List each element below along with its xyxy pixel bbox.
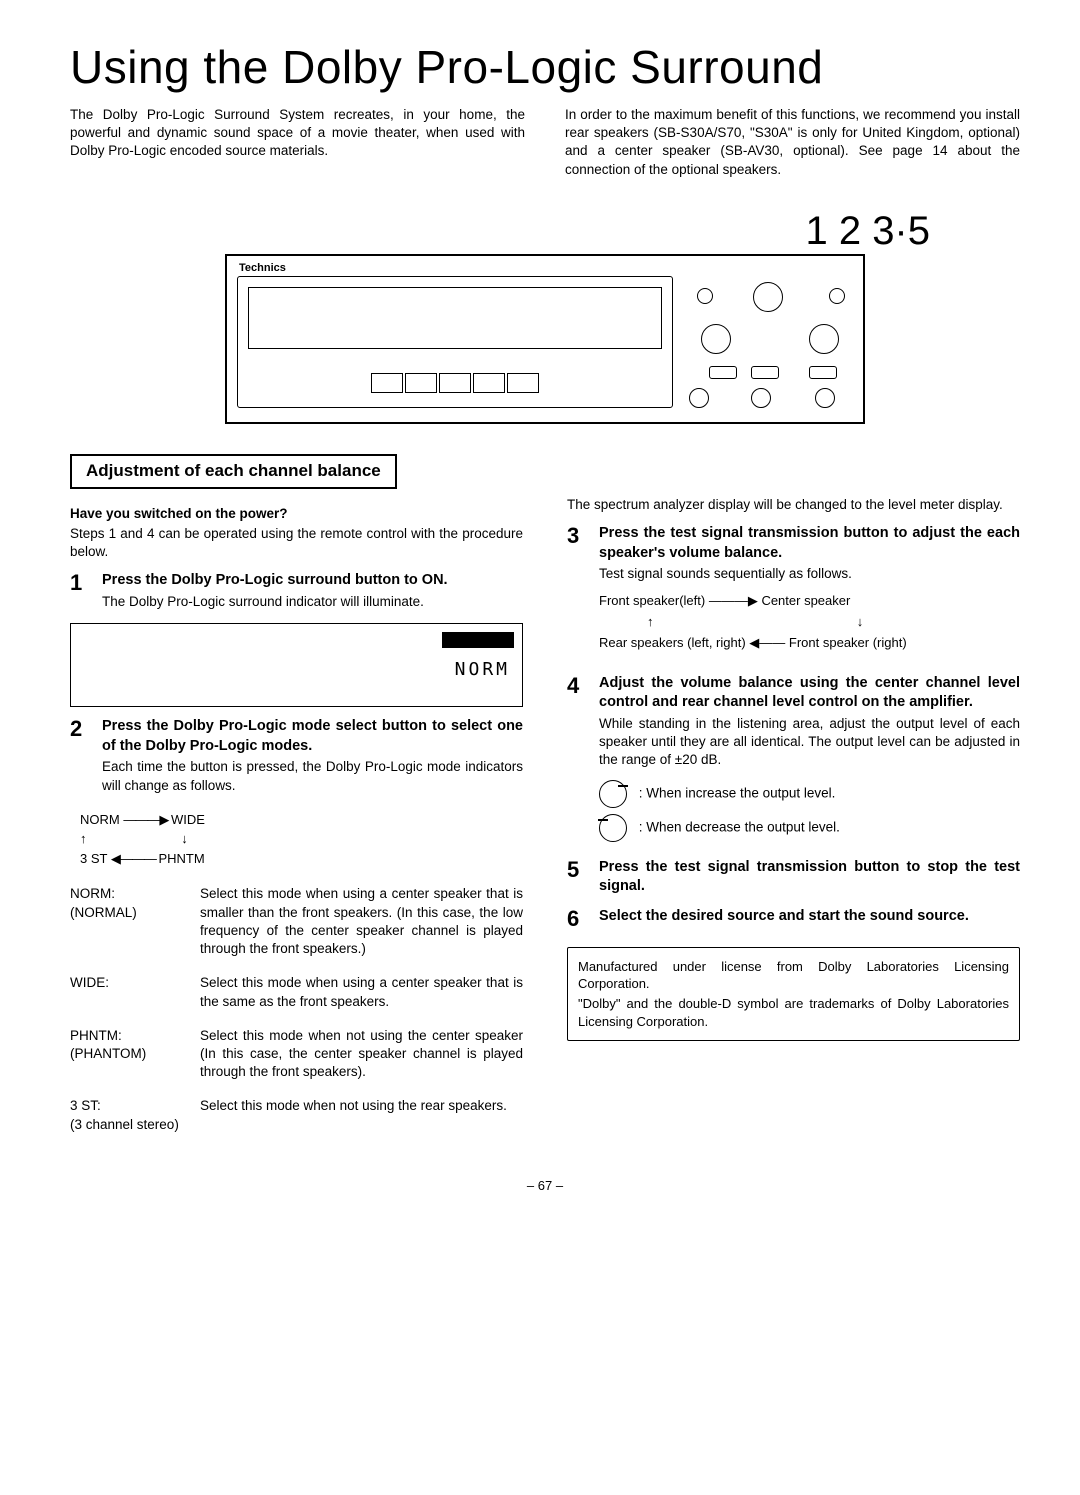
- button-icon: [751, 366, 779, 379]
- mode-row: NORM: (NORMAL) Select this mode when usi…: [70, 885, 523, 958]
- stereo-brand-label: Technics: [239, 262, 286, 274]
- step-2: 2 Press the Dolby Pro-Logic mode select …: [70, 717, 523, 797]
- mode-label-sub: (3 channel stereo): [70, 1116, 180, 1134]
- volume-increase-label: : When increase the output level.: [639, 785, 836, 800]
- mode-label: WIDE:: [70, 974, 180, 992]
- intro-left: The Dolby Pro-Logic Surround System recr…: [70, 106, 525, 179]
- left-column: Adjustment of each channel balance Have …: [70, 454, 523, 1150]
- spectrum-analyzer-diagram: NORM: [70, 623, 523, 707]
- step-3: 3 Press the test signal transmission but…: [567, 524, 1020, 664]
- stereo-diagram: Technics: [225, 254, 865, 424]
- signal-node: Rear speakers (left, right): [599, 635, 746, 650]
- volume-decrease-label: : When decrease the output level.: [639, 819, 840, 834]
- mode-flow-diagram: NORM WIDE ↑ ↓ 3 ST PHNTM: [80, 811, 523, 868]
- mode-row: PHNTM: (PHANTOM) Select this mode when n…: [70, 1027, 523, 1082]
- knob-icon: [809, 324, 839, 354]
- arrow-up-icon: ↑: [647, 614, 654, 629]
- license-box: Manufactured under license from Dolby La…: [567, 947, 1020, 1041]
- signal-flow-diagram: Front speaker(left) ———▶ Center speaker …: [599, 591, 1020, 653]
- arrow-right-icon: [123, 812, 171, 827]
- stereo-display-slot: [248, 287, 662, 349]
- step-number: 6: [567, 907, 587, 931]
- step2-sub: Each time the button is pressed, the Dol…: [102, 758, 523, 794]
- flow-node-3st: 3 ST: [80, 851, 107, 866]
- mode-label: 3 ST:: [70, 1097, 180, 1115]
- step-number: 1: [70, 571, 90, 613]
- button-icon: [709, 366, 737, 379]
- license-line: "Dolby" and the double-D symbol are trad…: [578, 995, 1009, 1030]
- knob-icon: [751, 388, 771, 408]
- signal-node: Front speaker(left): [599, 593, 705, 608]
- mode-desc: Select this mode when not using the rear…: [200, 1097, 523, 1133]
- flow-node-wide: WIDE: [171, 812, 205, 827]
- mode-label: PHNTM:: [70, 1027, 180, 1045]
- page-title: Using the Dolby Pro-Logic Surround: [70, 40, 1020, 94]
- mode-label-sub: (NORMAL): [70, 904, 180, 922]
- step-6: 6 Select the desired source and start th…: [567, 907, 1020, 931]
- page-number: – 67 –: [70, 1178, 1020, 1193]
- section-heading-box: Adjustment of each channel balance: [70, 454, 397, 489]
- arrow-down-icon: ↓: [857, 614, 864, 629]
- arrow-down-icon: ↓: [181, 830, 191, 848]
- step-4: 4 Adjust the volume balance using the ce…: [567, 674, 1020, 848]
- knob-icon: [701, 324, 731, 354]
- power-question: Have you switched on the power?: [70, 505, 523, 523]
- spectrum-note: The spectrum analyzer display will be ch…: [567, 496, 1020, 514]
- volume-knob-ccw-icon: [599, 814, 627, 842]
- knob-icon: [689, 388, 709, 408]
- dolby-badge-icon: [442, 632, 514, 648]
- mode-row: 3 ST: (3 channel stereo) Select this mod…: [70, 1097, 523, 1133]
- step1-title: Press the Dolby Pro-Logic surround butto…: [102, 571, 523, 591]
- arrow-up-icon: ↑: [80, 830, 90, 848]
- mode-desc: Select this mode when not using the cent…: [200, 1027, 523, 1082]
- mode-desc: Select this mode when using a center spe…: [200, 885, 523, 958]
- step3-sub: Test signal sounds sequentially as follo…: [599, 565, 1020, 583]
- knob-icon: [815, 388, 835, 408]
- stereo-knob-panel: [679, 286, 849, 410]
- mode-desc: Select this mode when using a center spe…: [200, 974, 523, 1010]
- diagram-callout-numbers: 1 2 3·5: [70, 209, 1020, 254]
- arrow-left-icon: ◀——: [749, 635, 789, 650]
- volume-knob-cw-icon: [599, 780, 627, 808]
- mode-descriptions: NORM: (NORMAL) Select this mode when usi…: [70, 885, 523, 1133]
- power-note: Steps 1 and 4 can be operated using the …: [70, 525, 523, 561]
- knob-icon: [753, 282, 783, 312]
- analyzer-mode-text: NORM: [455, 658, 510, 682]
- mode-label-sub: (PHANTOM): [70, 1045, 180, 1063]
- step1-sub: The Dolby Pro-Logic surround indicator w…: [102, 593, 523, 611]
- signal-node: Front speaker (right): [789, 635, 907, 650]
- button-icon: [809, 366, 837, 379]
- arrow-right-icon: ———▶: [709, 593, 762, 608]
- signal-node: Center speaker: [761, 593, 850, 608]
- flow-node-norm: NORM: [80, 812, 120, 827]
- step4-title: Adjust the volume balance using the cent…: [599, 674, 1020, 713]
- step-number: 2: [70, 717, 90, 797]
- intro-columns: The Dolby Pro-Logic Surround System recr…: [70, 106, 1020, 179]
- step6-title: Select the desired source and start the …: [599, 907, 1020, 927]
- mode-row: WIDE: Select this mode when using a cent…: [70, 974, 523, 1010]
- stereo-display-panel: [237, 276, 673, 408]
- step3-title: Press the test signal transmission butto…: [599, 524, 1020, 563]
- stereo-button-row: [238, 373, 672, 393]
- mode-label: NORM:: [70, 885, 180, 903]
- step-number: 5: [567, 858, 587, 897]
- step-1: 1 Press the Dolby Pro-Logic surround but…: [70, 571, 523, 613]
- flow-node-phntm: PHNTM: [158, 851, 204, 866]
- step4-sub: While standing in the listening area, ad…: [599, 715, 1020, 770]
- step-number: 3: [567, 524, 587, 664]
- arrow-left-icon: [111, 851, 159, 866]
- intro-right: In order to the maximum benefit of this …: [565, 106, 1020, 179]
- step-number: 4: [567, 674, 587, 848]
- step5-title: Press the test signal transmission butto…: [599, 858, 1020, 897]
- right-column: The spectrum analyzer display will be ch…: [567, 454, 1020, 1041]
- knob-icon: [829, 288, 845, 304]
- page: Using the Dolby Pro-Logic Surround The D…: [0, 0, 1080, 1495]
- knob-icon: [697, 288, 713, 304]
- step-5: 5 Press the test signal transmission but…: [567, 858, 1020, 897]
- license-line: Manufactured under license from Dolby La…: [578, 958, 1009, 993]
- step2-title: Press the Dolby Pro-Logic mode select bu…: [102, 717, 523, 756]
- main-columns: Adjustment of each channel balance Have …: [70, 454, 1020, 1150]
